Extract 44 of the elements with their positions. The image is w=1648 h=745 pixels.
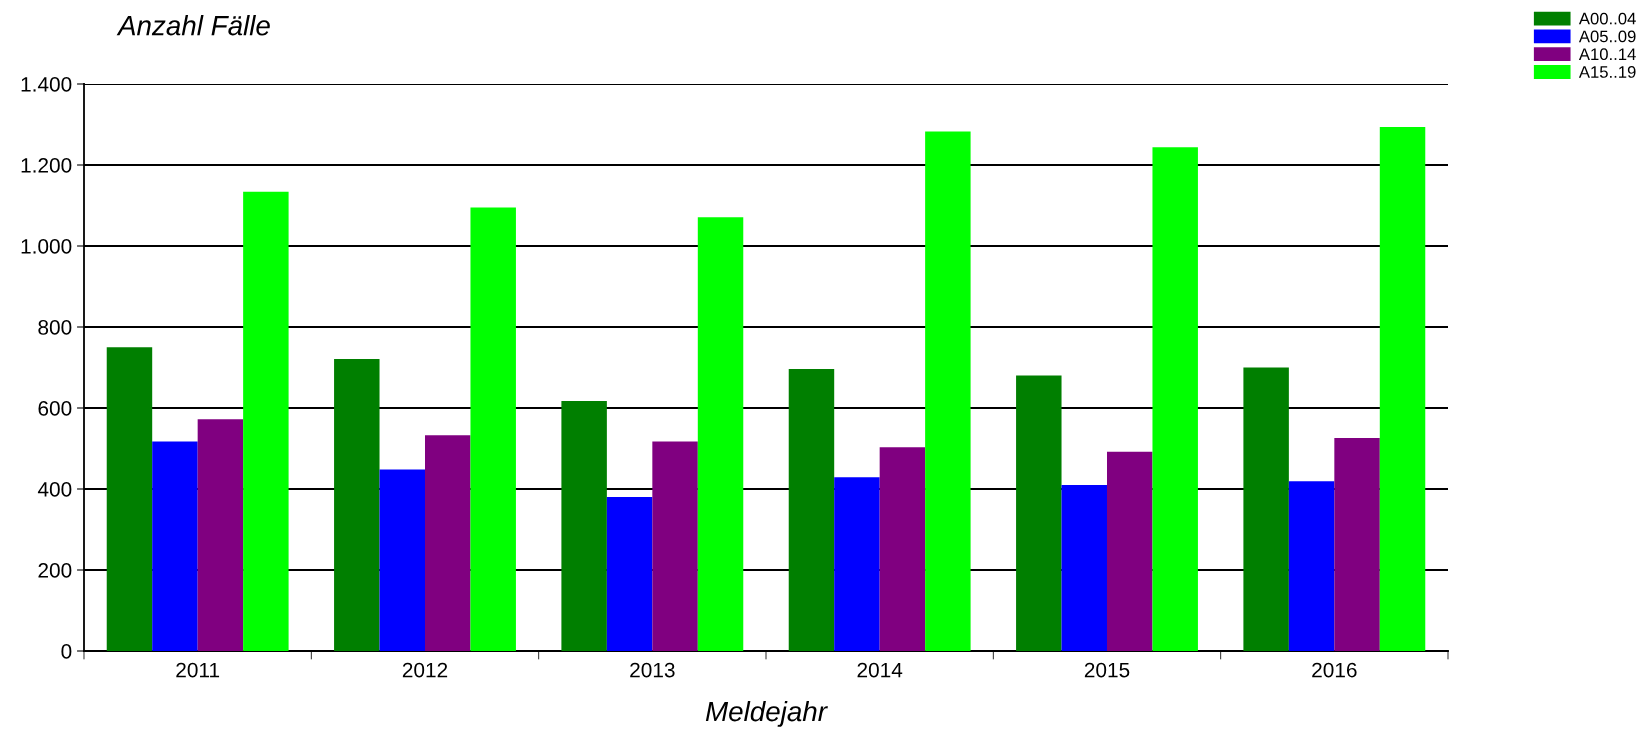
legend-label: A10..14 xyxy=(1578,48,1636,61)
x-tick-label: 2016 xyxy=(1312,662,1357,678)
bar xyxy=(1379,126,1426,651)
x-tick-label: 2014 xyxy=(857,662,903,678)
bar xyxy=(652,441,698,651)
y-axis-title: Anzahl Fälle xyxy=(116,15,270,36)
bar xyxy=(834,477,880,651)
bar xyxy=(379,469,425,651)
y-tick-label: 1.000 xyxy=(21,239,72,254)
bar xyxy=(334,358,380,651)
y-tick-label: 400 xyxy=(37,482,72,497)
bar xyxy=(788,369,835,651)
bar xyxy=(1288,481,1335,651)
bar xyxy=(243,191,289,651)
bar xyxy=(1334,437,1380,651)
bar xyxy=(925,131,971,651)
legend-label: A15..19 xyxy=(1578,66,1636,78)
bar xyxy=(1152,147,1198,651)
bar xyxy=(152,441,198,651)
bar xyxy=(1107,451,1153,651)
y-tick-label: 600 xyxy=(38,401,72,416)
bar xyxy=(106,347,153,651)
bar xyxy=(1061,484,1107,651)
x-tick-label: 2011 xyxy=(176,662,220,678)
y-tick-label: 800 xyxy=(38,320,72,335)
y-tick-label: 1.200 xyxy=(21,158,72,173)
x-tick-label: 2013 xyxy=(630,662,675,678)
bar xyxy=(197,419,244,651)
legend-label: A00..04 xyxy=(1578,12,1636,25)
y-tick-label: 0 xyxy=(61,644,72,659)
bar xyxy=(879,447,926,651)
bar xyxy=(470,207,516,651)
legend-label: A05..09 xyxy=(1578,30,1636,43)
y-tick-label: 200 xyxy=(38,563,72,578)
x-tick-label: 2012 xyxy=(402,662,448,678)
x-tick-label: 2015 xyxy=(1084,662,1130,678)
x-axis-title: Meldejahr xyxy=(705,700,828,727)
bar xyxy=(561,401,607,651)
bar xyxy=(425,435,471,651)
bar xyxy=(1016,375,1062,651)
bar xyxy=(697,217,744,651)
bar xyxy=(606,497,653,651)
bar xyxy=(1243,367,1289,651)
y-tick-label: 1.400 xyxy=(21,77,72,92)
